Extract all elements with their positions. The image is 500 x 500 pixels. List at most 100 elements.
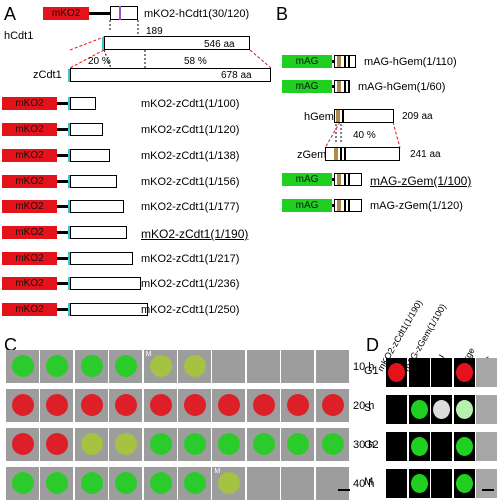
hcdt1-length: 546 aa	[204, 39, 235, 50]
mitosis-marker: M	[214, 468, 221, 475]
phase-image	[476, 358, 497, 387]
timelapse-frame	[74, 389, 108, 422]
nucleus-signal	[388, 363, 405, 382]
hgem-label: hGem	[304, 111, 334, 123]
linker	[57, 282, 69, 285]
hcdt1-box	[104, 36, 250, 50]
phase-image	[386, 469, 407, 498]
timelapse-frame	[6, 467, 39, 500]
zgem-tan-domain	[334, 148, 338, 160]
cell-nucleus	[149, 394, 172, 416]
zcdt1-fragment-box	[70, 303, 148, 316]
cell-nucleus	[184, 472, 206, 494]
cyan-domain	[68, 123, 71, 136]
phase-image	[386, 395, 407, 424]
scale-bar-c	[338, 489, 350, 491]
phase-image	[408, 395, 430, 424]
phase-image	[453, 358, 475, 387]
hcdt1-fragment-box	[110, 6, 138, 20]
nucleus-signal	[455, 437, 473, 456]
mag-tag: mAG	[282, 55, 332, 68]
mko2-tag: mKO2	[2, 149, 57, 162]
cell-nucleus	[184, 355, 206, 377]
cell-nucleus	[12, 433, 34, 455]
phase-image	[408, 432, 430, 461]
cyan-domain	[68, 149, 71, 162]
nucleus-signal	[455, 363, 473, 382]
timelapse-frame	[212, 350, 246, 383]
timelapse-frame	[281, 467, 315, 500]
zcdt1-box	[70, 68, 271, 82]
zcdt1-label: zCdt1	[33, 69, 62, 81]
construct-label: mKO2-zCdt1(1/138)	[141, 150, 240, 162]
timelapse-frame	[178, 467, 211, 500]
panel-b-letter: B	[276, 4, 289, 24]
mag-tag: mAG	[282, 173, 332, 186]
phase-image	[453, 469, 475, 498]
cell-nucleus	[46, 472, 69, 494]
cell-nucleus	[115, 433, 138, 455]
tan-domain	[337, 174, 341, 185]
hgem-tan-domain	[336, 110, 340, 122]
timelapse-frame	[74, 428, 108, 461]
timelapse-frame	[315, 428, 349, 461]
time-label: 40 h	[353, 478, 375, 490]
cell-nucleus	[115, 394, 138, 416]
cell-nucleus	[80, 472, 103, 494]
zcdt1-fragment-box	[70, 123, 103, 136]
cell-nucleus	[149, 355, 172, 377]
linker	[57, 308, 69, 311]
hcdt1-cyan-domain	[102, 37, 105, 50]
phase-image	[408, 358, 430, 387]
cyan-domain	[68, 175, 71, 188]
mko2-tag: mKO2	[43, 7, 89, 20]
construct-label: mKO2-zCdt1(1/190)	[141, 227, 249, 241]
linker	[57, 128, 69, 131]
phase-image	[386, 358, 407, 387]
linker	[332, 85, 334, 88]
phase-image	[431, 432, 452, 461]
zcdt1-fragment-box	[70, 277, 141, 290]
timelapse-frame	[6, 350, 39, 383]
hgem-box	[334, 109, 394, 123]
zgem-bar-2	[344, 148, 346, 160]
timelapse-frame	[246, 428, 280, 461]
timelapse-frame	[109, 350, 143, 383]
timelapse-frame	[178, 428, 211, 461]
timelapse-frame	[109, 389, 143, 422]
domain-bar	[348, 200, 350, 211]
phase-label: S	[364, 402, 372, 414]
construct-label: mAG-zGem(1/120)	[370, 200, 463, 212]
linker	[89, 12, 111, 15]
cell-nucleus	[46, 355, 69, 377]
phase-image	[386, 432, 407, 461]
mko2-tag: mKO2	[2, 123, 57, 136]
phase-image	[476, 395, 497, 424]
hgem-bar	[342, 110, 344, 122]
timelapse-frame	[74, 350, 108, 383]
phase-image	[431, 358, 452, 387]
linker	[332, 60, 334, 63]
construct-label: mKO2-zCdt1(1/250)	[141, 304, 240, 316]
timelapse-frame	[178, 389, 211, 422]
cell-nucleus	[115, 355, 138, 377]
timelapse-frame	[315, 467, 349, 500]
timelapse-frame	[109, 428, 143, 461]
zcdt1-cyan-domain	[68, 69, 71, 82]
position-189: 189	[146, 26, 163, 37]
construct-label: mKO2-zCdt1(1/156)	[141, 176, 240, 188]
identity-left: 20 %	[88, 56, 111, 67]
tan-domain	[337, 56, 341, 67]
phase-image	[476, 432, 497, 461]
timelapse-frame	[40, 428, 74, 461]
mko2-tag: mKO2	[2, 303, 57, 316]
mag-tag: mAG	[282, 199, 332, 212]
timelapse-frame	[40, 350, 74, 383]
construct-label: mAG-hGem(1/110)	[364, 56, 457, 68]
construct-label: mKO2-zCdt1(1/100)	[141, 98, 240, 110]
cell-nucleus	[80, 355, 103, 377]
mko2-tag: mKO2	[2, 252, 57, 265]
cyan-domain	[68, 277, 71, 290]
cell-nucleus	[46, 394, 69, 416]
zcdt1-length: 678 aa	[221, 70, 252, 81]
